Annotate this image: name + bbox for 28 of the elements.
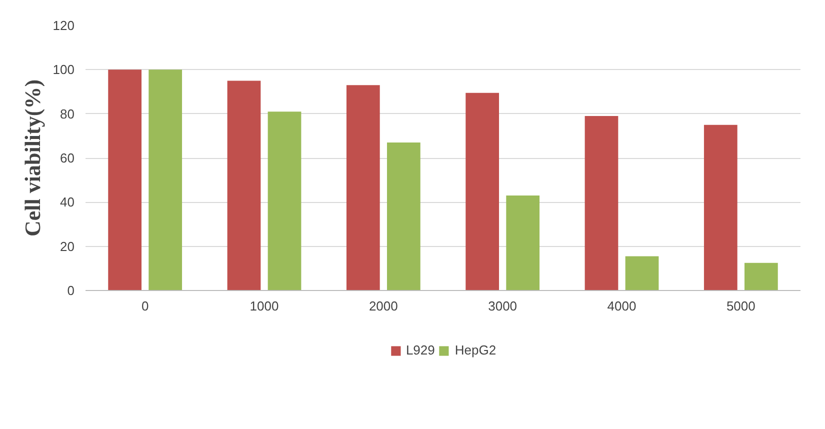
bar <box>744 262 778 290</box>
bar <box>625 256 659 290</box>
y-tick-label: 20 <box>60 238 75 254</box>
x-tick-label: 4000 <box>607 298 636 314</box>
bar <box>704 124 738 290</box>
y-tick-label: 60 <box>60 150 75 166</box>
y-tick-label: 0 <box>67 283 75 298</box>
y-tick-label: 40 <box>60 194 75 210</box>
bar <box>584 116 618 290</box>
bar <box>346 85 380 290</box>
bar <box>148 70 182 290</box>
bar <box>268 112 302 290</box>
y-tick-label: 100 <box>52 62 75 78</box>
x-tick-label: 5000 <box>726 298 756 314</box>
bar <box>108 70 142 290</box>
x-tick-label: 1000 <box>250 298 279 314</box>
x-tick-label: 2000 <box>368 298 398 314</box>
y-tick-label: 80 <box>60 106 75 122</box>
bar <box>466 92 500 290</box>
legend-label: L929 <box>406 342 435 358</box>
y-axis-title: Cell viability(%) <box>20 79 45 237</box>
x-tick-label: 0 <box>141 298 149 314</box>
bar <box>227 80 261 290</box>
x-tick-label: 3000 <box>488 298 518 314</box>
legend-label: HepG2 <box>454 342 496 358</box>
bar <box>386 142 420 290</box>
y-tick-label: 120 <box>52 18 75 33</box>
bar <box>506 196 540 290</box>
